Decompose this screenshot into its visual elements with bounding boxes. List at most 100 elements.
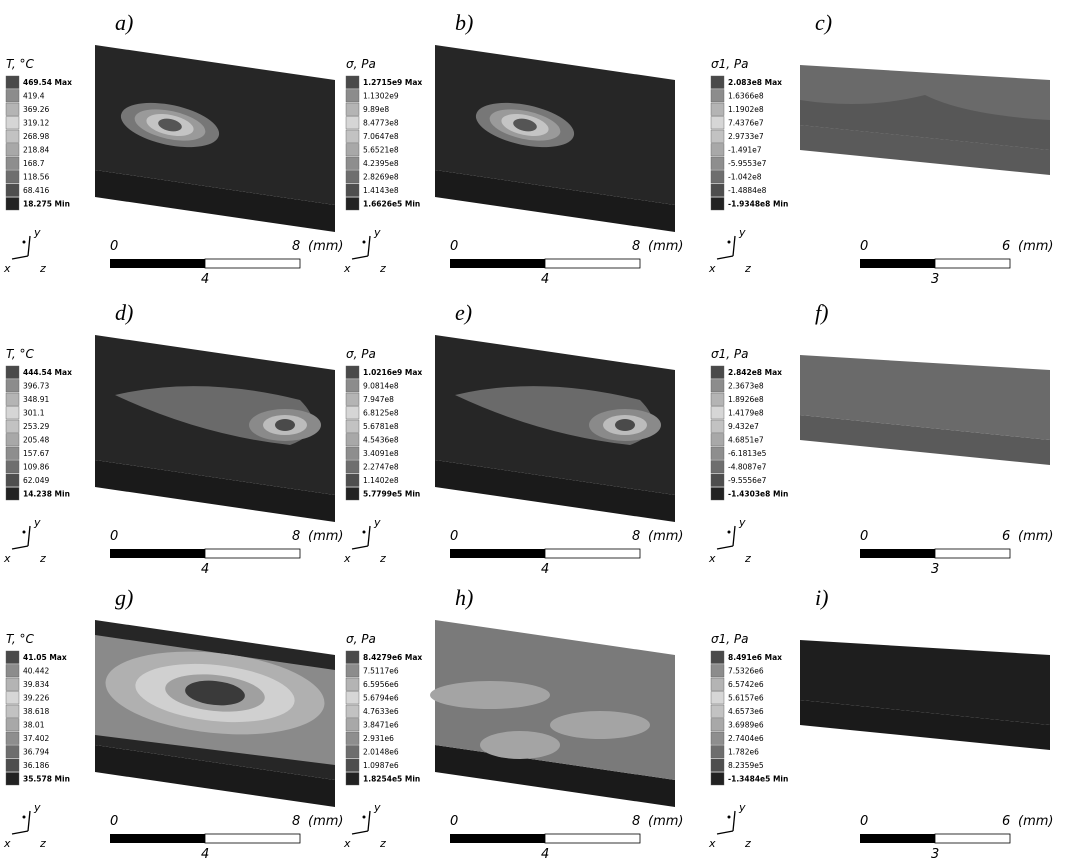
legend-swatch <box>6 746 19 759</box>
legend-swatch <box>711 678 724 691</box>
scale-bar-white <box>935 834 1010 843</box>
scale-mid: 4 <box>201 272 209 287</box>
legend-swatch <box>346 665 359 678</box>
legend-value: 38.618 <box>23 707 49 716</box>
legend-value: -1.4303e8 Min <box>728 490 788 499</box>
legend-value: 5.7799e5 Min <box>363 490 420 499</box>
legend-swatch <box>711 76 724 89</box>
scale-unit: (mm) <box>308 239 343 254</box>
panel: c)σ1, Pa2.083e8 Max1.6366e81.1902e87.437… <box>708 10 1053 287</box>
legend-value: 7.4376e7 <box>728 119 764 128</box>
legend-swatch <box>711 434 724 447</box>
legend-title: σ1, Pa <box>711 57 748 71</box>
legend-swatch <box>6 705 19 718</box>
legend-swatch <box>711 407 724 420</box>
legend-value: 8.491e6 Max <box>728 653 782 662</box>
legend-value: 1.8254e5 Min <box>363 775 420 784</box>
legend-swatch <box>711 759 724 772</box>
axis-label: z <box>379 837 386 850</box>
legend-value: 2.842e8 Max <box>728 368 782 377</box>
scale-start: 0 <box>860 239 868 254</box>
legend-value: 109.86 <box>23 463 49 472</box>
legend-value: 6.8125e8 <box>363 409 399 418</box>
legend-value: 40.442 <box>23 667 49 676</box>
legend-swatch <box>711 184 724 197</box>
legend-swatch <box>6 171 19 184</box>
panel-label: d) <box>115 300 133 325</box>
axis-line <box>368 811 370 831</box>
legend-title: σ, Pa <box>346 347 376 361</box>
legend-swatch <box>711 746 724 759</box>
legend-value: 3.8471e6 <box>363 721 399 730</box>
legend-value: 1.6626e5 Min <box>363 200 420 209</box>
legend-value: 9.432e7 <box>728 422 759 431</box>
scale-end: 8 <box>292 239 300 254</box>
scale-mid: 3 <box>931 562 939 577</box>
scale-mid: 3 <box>931 847 939 862</box>
panel-label: c) <box>815 10 832 35</box>
legend-swatch <box>6 665 19 678</box>
axis-dot <box>23 241 26 244</box>
axis-dot <box>23 531 26 534</box>
legend-value: 1.4179e8 <box>728 409 764 418</box>
legend-swatch <box>711 198 724 211</box>
legend-swatch <box>346 420 359 433</box>
legend-title: T, °C <box>6 57 35 71</box>
legend-value: -5.9553e7 <box>728 159 767 168</box>
legend-value: 7.5326e6 <box>728 667 764 676</box>
axis-label: y <box>738 226 746 239</box>
legend-value: 8.4773e8 <box>363 119 399 128</box>
legend-title: σ1, Pa <box>711 632 748 646</box>
axis-label: y <box>373 226 381 239</box>
axis-line <box>733 811 735 831</box>
panel: g)T, °C41.05 Max40.44239.83439.22638.618… <box>3 585 343 862</box>
axis-line <box>12 546 28 549</box>
axis-line <box>733 236 735 256</box>
scale-unit: (mm) <box>648 814 683 829</box>
legend-value: -6.1813e5 <box>728 449 767 458</box>
scale-unit: (mm) <box>648 239 683 254</box>
contour <box>430 681 550 709</box>
legend-value: 38.01 <box>23 721 45 730</box>
legend-swatch <box>346 719 359 732</box>
legend-value: 1.8926e8 <box>728 395 764 404</box>
legend-value: 1.4143e8 <box>363 186 399 195</box>
axis-label: z <box>39 837 46 850</box>
panel: i)σ1, Pa8.491e6 Max7.5326e66.5742e65.615… <box>708 585 1053 862</box>
legend-value: 2.0148e6 <box>363 748 399 757</box>
axis-label: x <box>343 552 351 565</box>
legend-swatch <box>6 420 19 433</box>
legend-swatch <box>6 407 19 420</box>
scale-start: 0 <box>110 239 118 254</box>
scale-unit: (mm) <box>648 529 683 544</box>
panel-label: i) <box>815 585 828 610</box>
axis-line <box>368 526 370 546</box>
legend-value: -1.9348e8 Min <box>728 200 788 209</box>
legend-value: 1.0216e9 Max <box>363 368 422 377</box>
scale-mid: 4 <box>541 562 549 577</box>
axis-dot <box>363 816 366 819</box>
legend-value: 4.5436e8 <box>363 436 399 445</box>
legend-value: 253.29 <box>23 422 49 431</box>
scale-mid: 4 <box>201 847 209 862</box>
scale-unit: (mm) <box>1018 814 1053 829</box>
legend-swatch <box>6 366 19 379</box>
legend-swatch <box>6 461 19 474</box>
axis-label: x <box>3 552 11 565</box>
axis-line <box>717 256 733 259</box>
panel: e)σ, Pa1.0216e9 Max9.0814e87.947e86.8125… <box>343 300 683 577</box>
scale-mid: 4 <box>541 847 549 862</box>
axis-dot <box>728 531 731 534</box>
scale-unit: (mm) <box>1018 239 1053 254</box>
legend-swatch <box>6 380 19 393</box>
legend-swatch <box>711 773 724 786</box>
legend-swatch <box>711 157 724 170</box>
legend-title: σ, Pa <box>346 632 376 646</box>
legend-swatch <box>6 184 19 197</box>
legend-swatch <box>346 773 359 786</box>
legend-value: 2.2747e8 <box>363 463 399 472</box>
scale-start: 0 <box>110 529 118 544</box>
legend-swatch <box>711 171 724 184</box>
scale-mid: 4 <box>201 562 209 577</box>
axis-label: y <box>33 516 41 529</box>
